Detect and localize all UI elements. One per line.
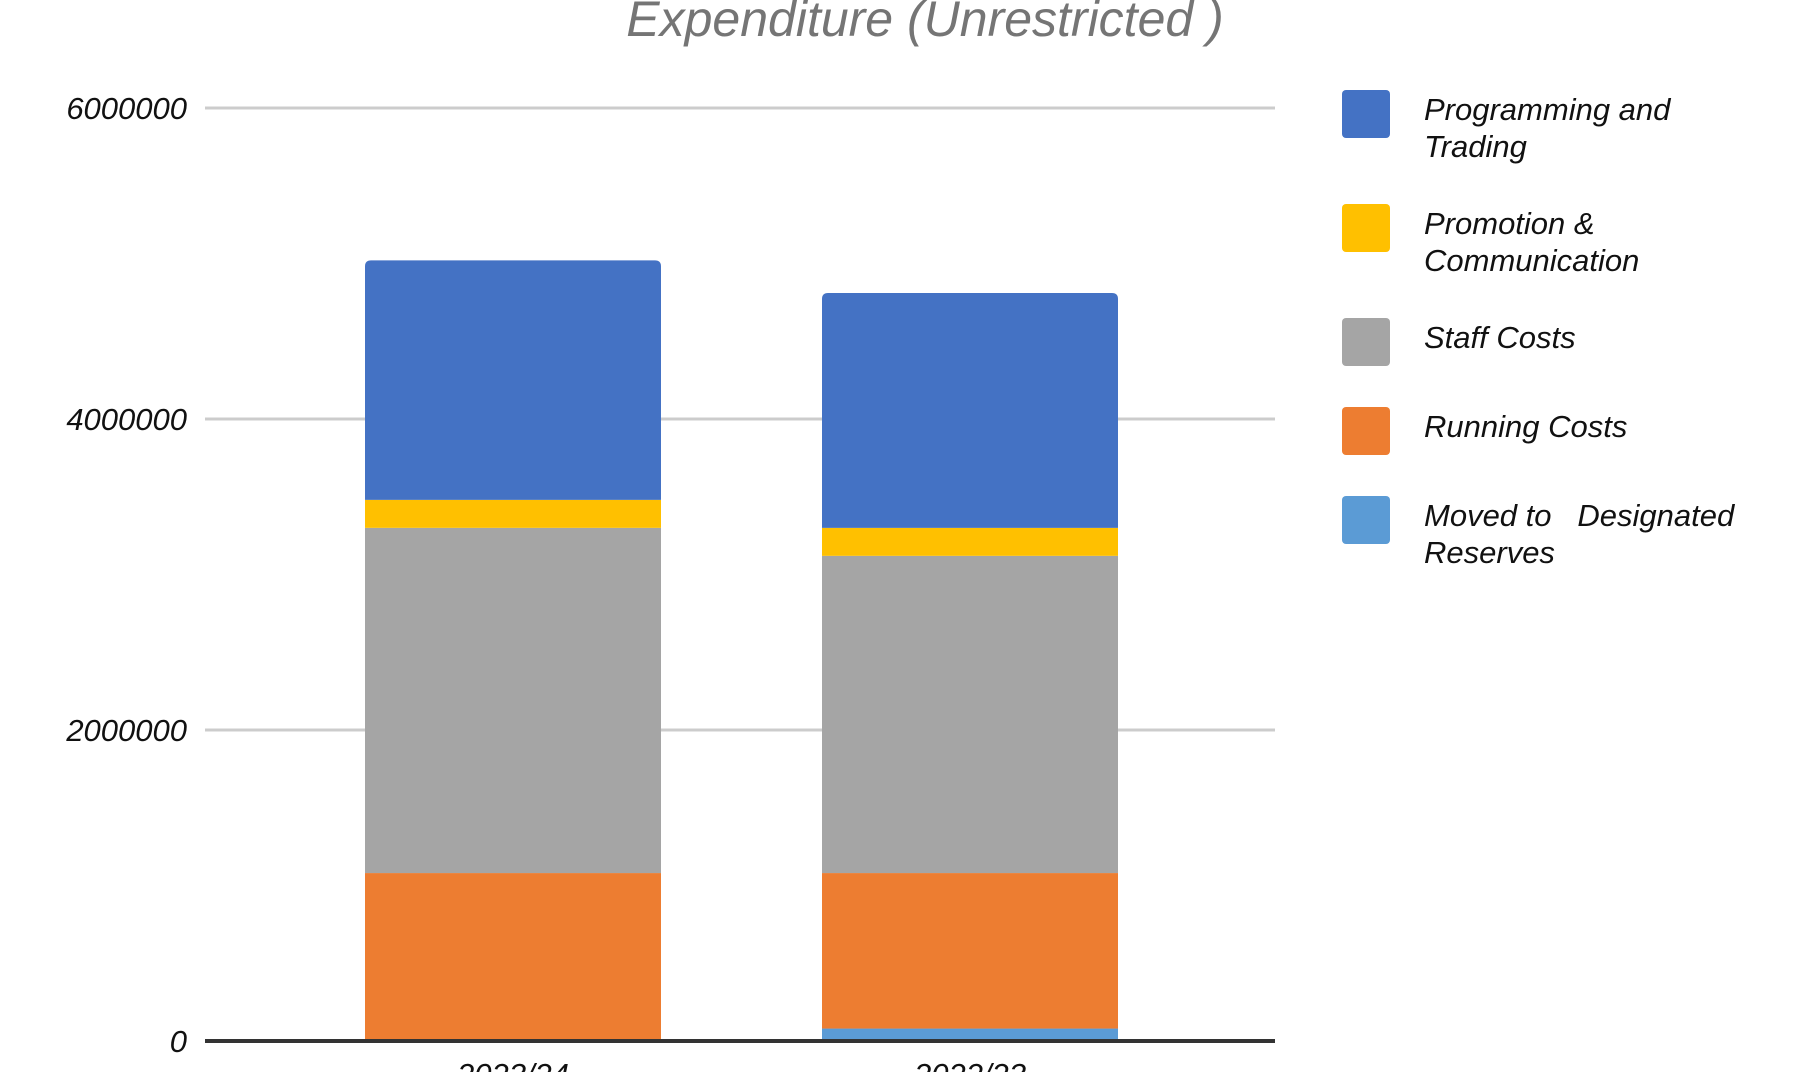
bar-segment	[365, 873, 661, 1041]
bar-segment	[365, 499, 661, 528]
chart-title: Expenditure (Unrestricted )	[626, 0, 1223, 47]
legend-label-line: Moved to Designated	[1424, 498, 1736, 533]
legend-swatch	[1342, 407, 1390, 455]
legend-item: Programming and Trading	[1342, 90, 1672, 164]
legend-swatch	[1342, 90, 1390, 138]
legend-item: Running Costs	[1342, 407, 1627, 455]
bar-segment	[365, 260, 661, 500]
legend-label: Programming and Trading	[1424, 92, 1672, 164]
bar-segment	[822, 527, 1118, 556]
legend-item: Staff Costs	[1342, 318, 1576, 366]
legend-swatch	[1342, 204, 1390, 252]
legend-item: Moved to Designated Reserves	[1342, 496, 1736, 570]
bar-segment	[822, 293, 1118, 528]
legend-label: Staff Costs	[1424, 320, 1576, 355]
bar-segment	[822, 873, 1118, 1029]
legend-label-line: Staff Costs	[1424, 320, 1576, 355]
legend-label-line: Trading	[1424, 129, 1527, 164]
legend-label: Running Costs	[1424, 409, 1627, 444]
y-tick-label: 2000000	[65, 713, 187, 748]
legend-label-line: Promotion &	[1424, 206, 1595, 241]
legend-item: Promotion & Communication	[1342, 204, 1639, 278]
legend-label-line: Running Costs	[1424, 409, 1627, 444]
y-tick-label: 6000000	[66, 91, 187, 126]
bars-layer	[365, 260, 1118, 1041]
bar-segment	[365, 527, 661, 874]
legend-label-line: Communication	[1424, 243, 1639, 278]
legend-label: Promotion & Communication	[1424, 206, 1639, 278]
legend-label-line: Reserves	[1424, 535, 1555, 570]
axis-layer: 0 2000000 4000000 6000000 2023/24 2022/23	[65, 91, 1275, 1072]
legend-label: Moved to Designated Reserves	[1424, 498, 1736, 570]
legend-swatch	[1342, 496, 1390, 544]
legend-swatch	[1342, 318, 1390, 366]
legend-label-line: Programming and	[1424, 92, 1672, 127]
x-tick-label: 2022/23	[913, 1057, 1026, 1072]
y-tick-label: 4000000	[66, 402, 187, 437]
bar-segment	[822, 555, 1118, 874]
y-tick-label: 0	[170, 1024, 187, 1059]
x-tick-label: 2023/24	[456, 1057, 569, 1072]
legend: Programming and Trading Promotion & Communi…	[1342, 90, 1736, 570]
bar-segment	[822, 1028, 1118, 1041]
